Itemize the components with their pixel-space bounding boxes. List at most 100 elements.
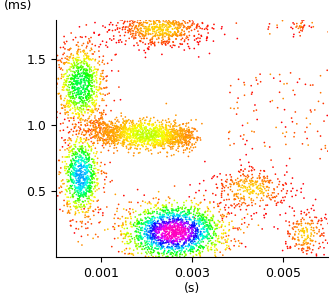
Point — [137, 116, 143, 121]
Point — [207, 220, 212, 225]
Point — [171, 219, 177, 224]
Point — [235, 188, 240, 193]
Point — [166, 131, 172, 135]
Point — [146, 219, 151, 223]
Point — [161, 231, 166, 236]
Point — [96, 123, 102, 128]
Point — [178, 137, 184, 141]
Point — [201, 221, 206, 226]
Point — [116, 224, 121, 228]
Point — [94, 129, 99, 134]
Point — [82, 157, 88, 162]
Point — [226, 205, 231, 210]
Point — [198, 138, 203, 142]
Point — [243, 152, 249, 157]
Point — [76, 69, 81, 74]
Point — [155, 231, 161, 235]
Point — [184, 132, 190, 137]
Point — [200, 244, 205, 249]
Point — [129, 138, 135, 142]
Point — [309, 227, 314, 232]
Point — [92, 104, 98, 108]
Point — [146, 135, 151, 139]
Point — [69, 89, 75, 94]
Point — [156, 142, 161, 147]
Point — [82, 80, 88, 85]
Point — [136, 150, 141, 155]
Point — [167, 124, 173, 129]
Point — [184, 142, 189, 147]
Point — [182, 221, 187, 226]
Point — [163, 237, 169, 241]
Point — [94, 150, 100, 154]
Point — [245, 185, 250, 190]
Point — [177, 212, 183, 216]
Point — [110, 138, 115, 143]
Point — [262, 174, 267, 179]
Point — [81, 206, 87, 211]
Point — [180, 129, 186, 133]
Point — [166, 139, 172, 144]
Point — [105, 29, 110, 34]
Point — [88, 186, 94, 191]
Point — [156, 200, 161, 205]
Point — [160, 23, 165, 27]
Point — [109, 127, 115, 132]
Point — [242, 220, 247, 225]
Point — [80, 117, 86, 122]
Point — [196, 219, 201, 223]
Point — [158, 27, 164, 32]
Point — [83, 148, 89, 153]
Point — [127, 132, 133, 137]
Point — [102, 86, 108, 91]
Point — [84, 187, 89, 191]
Point — [160, 126, 166, 130]
Point — [227, 182, 233, 186]
Point — [101, 134, 107, 138]
Point — [158, 130, 164, 135]
Point — [75, 57, 80, 62]
Point — [152, 143, 157, 147]
Point — [311, 24, 316, 29]
Point — [167, 138, 172, 143]
Point — [205, 222, 210, 227]
Point — [318, 90, 323, 95]
Point — [223, 179, 228, 184]
Point — [177, 126, 183, 131]
Point — [195, 221, 201, 225]
Point — [116, 249, 121, 254]
Point — [139, 36, 144, 41]
Point — [156, 197, 161, 202]
Point — [175, 226, 180, 231]
Point — [171, 220, 176, 225]
Point — [160, 233, 165, 238]
Point — [139, 135, 144, 140]
Point — [143, 137, 148, 141]
Point — [201, 214, 207, 219]
Point — [261, 168, 267, 173]
Point — [151, 142, 156, 147]
Point — [299, 211, 304, 216]
Point — [133, 229, 138, 234]
Point — [126, 241, 132, 246]
Point — [162, 247, 167, 251]
Point — [133, 125, 138, 130]
Point — [104, 40, 109, 45]
Point — [165, 138, 170, 143]
Point — [152, 140, 158, 145]
Point — [67, 150, 72, 155]
Point — [191, 245, 196, 250]
Point — [191, 237, 196, 242]
Point — [191, 234, 196, 239]
Point — [88, 94, 93, 99]
Point — [176, 232, 182, 237]
Point — [124, 246, 129, 251]
Point — [305, 207, 310, 212]
Point — [292, 22, 297, 26]
Point — [200, 20, 205, 25]
Point — [95, 132, 100, 137]
Point — [76, 164, 81, 169]
Point — [159, 135, 164, 140]
Point — [69, 80, 74, 85]
Point — [181, 221, 186, 226]
